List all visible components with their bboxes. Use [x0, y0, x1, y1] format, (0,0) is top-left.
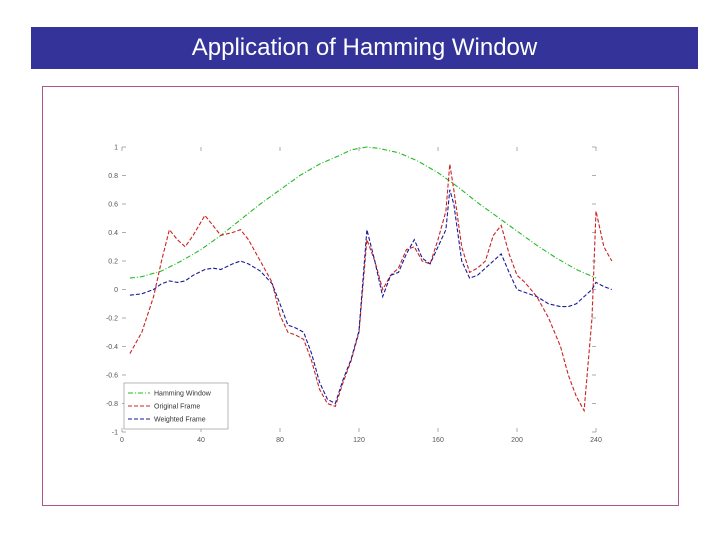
y-tick-label: 0.2 [108, 259, 118, 266]
x-tick-label: 120 [353, 437, 365, 444]
y-tick-label: 0.8 [108, 173, 118, 180]
x-tick-label: 0 [120, 437, 124, 444]
y-tick-label: 0 [114, 287, 118, 294]
legend-label: Weighted Frame [154, 417, 206, 424]
y-tick-label: -1 [112, 430, 118, 437]
y-tick-label: -0.8 [106, 401, 118, 408]
chart-series [129, 146, 613, 413]
y-tick-label: 0.4 [108, 230, 118, 237]
chart-legend: Hamming Window Original Frame Weighted Fra… [123, 382, 229, 430]
chart-axes: 10.80.60.40.20-0.2-0.4-0.6-0.8-10 40 80 120… [106, 145, 602, 445]
series-line-original-frame [129, 164, 613, 413]
legend-label: Hamming Window [154, 391, 212, 398]
chart-frame [42, 86, 679, 506]
legend-label: Original Frame [154, 404, 200, 411]
y-tick-label: -0.4 [106, 344, 118, 351]
y-tick-label: 0.6 [108, 202, 118, 209]
x-tick-label: 200 [511, 437, 523, 444]
x-tick-label: 240 [590, 437, 602, 444]
slide-title: Application of Hamming Window [31, 27, 698, 69]
x-tick-label: 40 [197, 437, 205, 444]
x-tick-label: 160 [432, 437, 444, 444]
series-line-hamming-window [129, 146, 597, 279]
x-tick-label: 80 [276, 437, 284, 444]
y-tick-label: -0.2 [106, 316, 118, 323]
series-line-weighted-frame [129, 189, 612, 405]
y-tick-label: 1 [114, 145, 118, 152]
y-tick-label: -0.6 [106, 373, 118, 380]
